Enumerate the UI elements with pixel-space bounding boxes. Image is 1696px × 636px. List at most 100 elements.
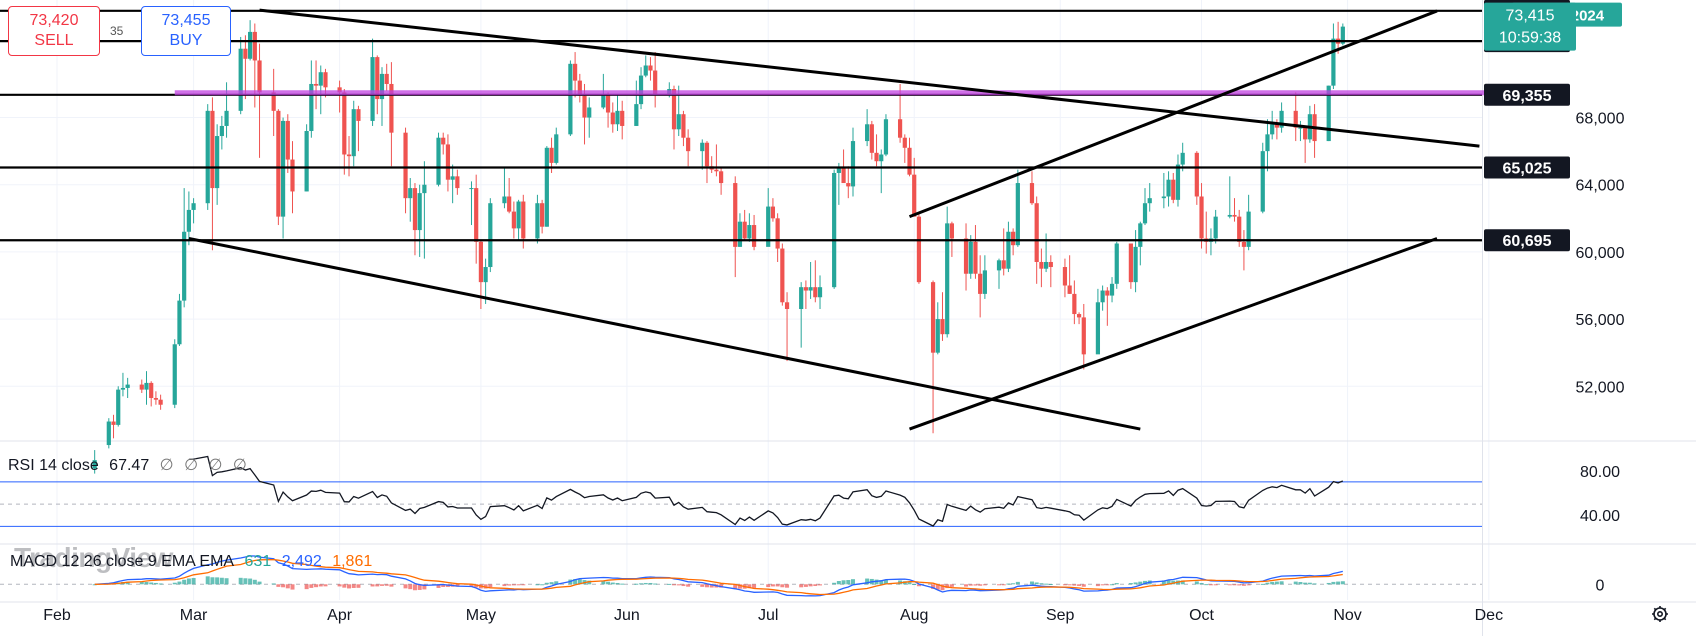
- candle-body: [280, 120, 286, 217]
- candle-body: [973, 241, 978, 274]
- macd-histogram-bar: [940, 584, 945, 591]
- macd-histogram-bar: [125, 581, 130, 585]
- candle-body: [1138, 223, 1143, 247]
- candle-body: [243, 48, 248, 59]
- macd-histogram-bar: [375, 584, 380, 587]
- candle-body: [775, 218, 780, 249]
- macd-histogram-bar: [507, 584, 512, 586]
- candle-body: [1340, 26, 1345, 44]
- macd-histogram-bar: [704, 584, 709, 588]
- candle-body: [502, 196, 507, 204]
- macd-histogram-bar: [1279, 581, 1284, 585]
- rsi-tick-label: 80.00: [1580, 464, 1620, 481]
- rsi-legend[interactable]: RSI 14 close 67.47 ∅ ∅ ∅ ∅: [8, 455, 253, 475]
- macd-histogram-bar: [1067, 584, 1072, 586]
- macd-histogram-bar: [573, 579, 578, 585]
- x-tick-label: Mar: [180, 607, 208, 624]
- candle-up: [1100, 285, 1105, 311]
- candle-up: [1161, 172, 1166, 209]
- candle-down: [271, 68, 276, 137]
- candle-body: [719, 171, 724, 184]
- candle-body: [370, 57, 375, 121]
- candle-up: [182, 188, 187, 308]
- macd-histogram-bar: [775, 584, 780, 587]
- candle-body: [784, 302, 790, 310]
- macd-histogram-bar: [1312, 583, 1317, 585]
- macd-histogram-bar: [257, 581, 262, 585]
- candle-body: [210, 110, 215, 189]
- candle-down: [813, 260, 818, 303]
- macd-histogram-bar: [1011, 583, 1016, 585]
- macd-histogram-bar: [1208, 584, 1213, 586]
- candle-body: [313, 83, 319, 86]
- macd-histogram-bar: [813, 584, 818, 587]
- macd-histogram-bar: [752, 584, 757, 589]
- candle-down: [1312, 104, 1317, 158]
- candle-body: [1114, 243, 1119, 284]
- macd-histogram-value: 631: [244, 553, 272, 570]
- candle-up: [172, 339, 177, 409]
- y-tick-label: 64,000: [1576, 178, 1625, 195]
- candle-body: [149, 382, 154, 399]
- x-tick-label: Sep: [1046, 607, 1075, 624]
- macd-histogram-bar: [850, 579, 855, 585]
- candle-body: [634, 104, 639, 126]
- candle-body: [582, 95, 587, 118]
- candle-body: [1076, 314, 1082, 318]
- macd-histogram-bar: [766, 584, 771, 588]
- buy-button[interactable]: 73,455 BUY: [141, 6, 231, 56]
- gear-icon[interactable]: [1650, 604, 1670, 624]
- candle-down: [1062, 258, 1068, 298]
- candle-down: [841, 149, 846, 184]
- candle-body: [681, 114, 686, 138]
- candle-body: [883, 119, 889, 155]
- x-tick-label: Dec: [1475, 607, 1503, 624]
- macd-histogram-bar: [1204, 584, 1209, 586]
- candle-up: [1270, 110, 1275, 140]
- rsi-label: RSI 14 close: [8, 457, 99, 474]
- x-tick-label: Oct: [1189, 607, 1214, 624]
- candle-body: [568, 63, 573, 135]
- candle-up: [1260, 142, 1265, 214]
- candle-body: [1095, 302, 1101, 355]
- candle-up: [1279, 102, 1284, 133]
- y-tick-label: 56,000: [1576, 312, 1625, 329]
- macd-histogram-bar: [379, 584, 384, 586]
- candle-body: [422, 184, 427, 194]
- macd-histogram-bar: [770, 584, 775, 587]
- candle-down: [648, 57, 653, 81]
- level-label-box: [1484, 229, 1570, 252]
- candle-body: [799, 287, 804, 310]
- candle-body: [714, 169, 719, 172]
- candle-body: [186, 209, 191, 232]
- macd-histogram-bar: [356, 584, 361, 588]
- tradingview-watermark: TradingView: [14, 542, 173, 573]
- macd-histogram-bar: [549, 582, 554, 585]
- candle-down: [775, 213, 780, 262]
- rsi-extra-4: ∅: [232, 457, 247, 474]
- candle-down: [285, 114, 290, 173]
- candle-body: [276, 110, 281, 217]
- macd-histogram-bar: [172, 582, 177, 585]
- macd-histogram-bar: [935, 584, 940, 590]
- candle-up: [238, 36, 243, 115]
- macd-histogram-bar: [441, 584, 446, 587]
- macd-histogram-bar: [653, 583, 658, 585]
- spread-value: 35: [110, 24, 124, 38]
- candle-down: [671, 85, 677, 150]
- macd-histogram-bar: [803, 584, 808, 587]
- candle-down: [342, 89, 347, 175]
- candle-down: [681, 110, 686, 147]
- y-tick-label: 68,000: [1576, 111, 1625, 128]
- macd-histogram-bar: [1307, 582, 1312, 585]
- sell-button[interactable]: 73,420 SELL: [8, 6, 100, 56]
- macd-histogram-bar: [535, 584, 540, 586]
- candle-body: [271, 92, 276, 111]
- candle-up: [219, 115, 224, 150]
- macd-line: [94, 555, 1343, 597]
- macd-histogram-bar: [488, 584, 493, 588]
- macd-legend[interactable]: MACD 12 26 close 9 EMA EMA 631 2,492 1,8…: [10, 553, 378, 571]
- candle-up: [850, 127, 856, 197]
- candle-up: [502, 167, 507, 209]
